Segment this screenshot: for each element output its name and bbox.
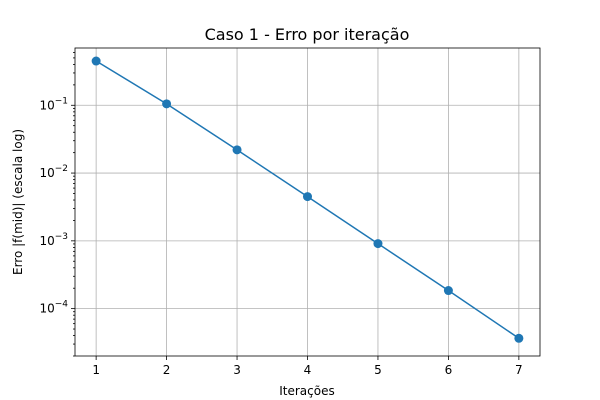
- x-axis-label: Iterações: [279, 384, 335, 398]
- data-point: [443, 286, 453, 296]
- y-tick-base: 10: [39, 166, 54, 180]
- y-axis-label: Erro |f(mid)| (escala log): [11, 129, 25, 275]
- y-tick-exponent: −2: [55, 164, 68, 174]
- x-tick-label: 1: [92, 363, 100, 377]
- y-tick-base: 10: [39, 98, 54, 112]
- y-tick-base: 10: [39, 302, 54, 316]
- y-tick-base: 10: [39, 234, 54, 248]
- grid: [75, 48, 540, 356]
- x-tick-label: 6: [445, 363, 453, 377]
- axis-ticks: 1 2 3 4 5 6 710−110−210−310−4: [39, 52, 523, 377]
- x-tick-label: 3: [233, 363, 241, 377]
- x-tick-label: 2: [163, 363, 171, 377]
- y-tick-label: 10−2: [39, 164, 68, 180]
- data-point: [91, 56, 101, 66]
- data-point: [514, 333, 524, 343]
- chart-title: Caso 1 - Erro por iteração: [205, 25, 410, 44]
- data-point: [162, 99, 172, 109]
- series: [91, 56, 524, 343]
- y-tick-exponent: −4: [55, 300, 69, 310]
- data-point: [373, 239, 383, 249]
- x-tick-label: 7: [515, 363, 523, 377]
- data-point: [303, 192, 312, 202]
- y-tick-exponent: −1: [55, 96, 68, 106]
- y-tick-label: 10−4: [39, 300, 68, 316]
- y-tick-label: 10−3: [39, 232, 68, 248]
- y-tick-label: 10−1: [39, 96, 68, 112]
- data-point: [232, 145, 242, 155]
- y-tick-exponent: −3: [55, 232, 68, 242]
- x-tick-label: 4: [304, 363, 312, 377]
- x-tick-label: 5: [374, 363, 382, 377]
